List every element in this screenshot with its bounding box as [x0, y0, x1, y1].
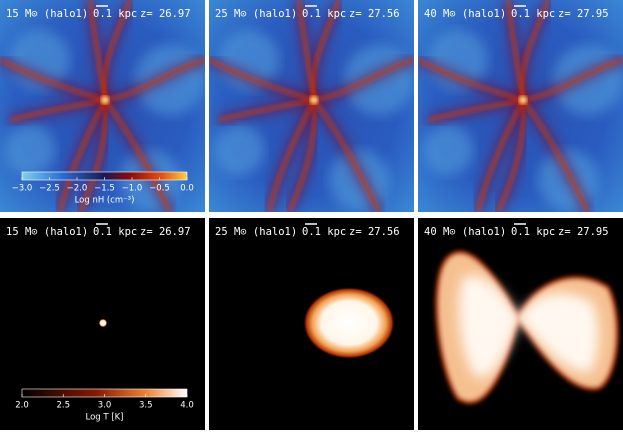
void: [344, 45, 414, 115]
filament: [418, 58, 524, 102]
colorbar-tick-label: −1.5: [94, 184, 115, 194]
filament: [209, 58, 315, 102]
core: [519, 96, 527, 104]
panel-redshift: z= 26.97: [140, 8, 191, 20]
hii-core: [458, 275, 599, 378]
panel: [209, 218, 414, 430]
colorbar-tick-label: 3.5: [139, 401, 153, 411]
panel: [0, 0, 205, 212]
void: [5, 125, 55, 175]
filament: [58, 99, 107, 212]
colorbar-tick-label: 4.0: [180, 401, 194, 411]
core: [310, 96, 318, 104]
panel-mass: 25 M⊙ (halo1): [215, 8, 297, 20]
filament: [311, 0, 341, 101]
core: [101, 96, 109, 104]
panel-mass: 15 M⊙ (halo1): [6, 8, 88, 20]
colorbar-tick-label: −2.5: [39, 184, 60, 194]
filament: [103, 99, 172, 212]
panel-scale: 0.1 kpc: [93, 226, 137, 238]
colorbar-tick-label: −3.0: [12, 184, 33, 194]
filament: [312, 99, 381, 212]
colorbar-tick-label: −0.5: [149, 184, 170, 194]
panel-mass: 40 M⊙ (halo1): [424, 8, 506, 20]
void: [423, 125, 473, 175]
colorbar-tick-label: −1.0: [122, 184, 143, 194]
filament: [476, 99, 525, 212]
colorbar-label: Log T [K]: [86, 413, 124, 423]
colorbar-tick-label: 2.5: [56, 401, 70, 411]
filament: [520, 0, 550, 101]
filament: [521, 99, 590, 212]
panel-scale: 0.1 kpc: [511, 8, 555, 20]
colorbar-tick-label: 3.0: [98, 401, 112, 411]
void: [135, 45, 205, 115]
hii-region: [99, 319, 107, 327]
colorbar-label: Log nH (cm⁻³): [75, 196, 135, 206]
colorbar-tick-label: −2.0: [67, 184, 88, 194]
panel-mass: 25 M⊙ (halo1): [215, 226, 297, 238]
panel: [209, 0, 414, 212]
panel-scale: 0.1 kpc: [302, 8, 346, 20]
filament: [267, 99, 316, 212]
filament: [0, 58, 106, 102]
panel-scale: 0.1 kpc: [93, 8, 137, 20]
panel: [418, 218, 623, 430]
panel-redshift: z= 27.56: [349, 226, 400, 238]
colorbar-tick-label: 2.0: [15, 401, 29, 411]
filament: [102, 0, 132, 101]
panel: [418, 0, 623, 212]
hii-region: [303, 287, 395, 359]
void: [214, 125, 264, 175]
panel: [0, 218, 205, 430]
panel-redshift: z= 26.97: [140, 226, 191, 238]
panel-redshift: z= 27.95: [558, 226, 609, 238]
panel-mass: 15 M⊙ (halo1): [6, 226, 88, 238]
void: [553, 45, 623, 115]
panel-mass: 40 M⊙ (halo1): [424, 226, 506, 238]
panel-scale: 0.1 kpc: [511, 226, 555, 238]
panel-redshift: z= 27.95: [558, 8, 609, 20]
panel-scale: 0.1 kpc: [302, 226, 346, 238]
panel-redshift: z= 27.56: [349, 8, 400, 20]
colorbar-tick-label: 0.0: [180, 184, 194, 194]
